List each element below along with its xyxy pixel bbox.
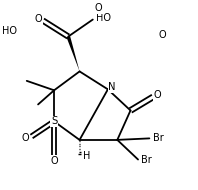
- Polygon shape: [67, 36, 80, 71]
- Text: O: O: [22, 133, 29, 143]
- Text: Br: Br: [153, 133, 164, 143]
- Text: O: O: [159, 30, 166, 40]
- Text: H: H: [83, 151, 90, 161]
- Text: Br: Br: [141, 154, 152, 165]
- Text: O: O: [95, 3, 102, 13]
- Text: O: O: [35, 14, 42, 24]
- Text: O: O: [51, 156, 58, 166]
- Text: S: S: [51, 116, 57, 126]
- Text: N: N: [108, 82, 116, 92]
- Text: HO: HO: [96, 13, 111, 23]
- Text: O: O: [153, 90, 161, 100]
- Text: HO: HO: [2, 26, 17, 36]
